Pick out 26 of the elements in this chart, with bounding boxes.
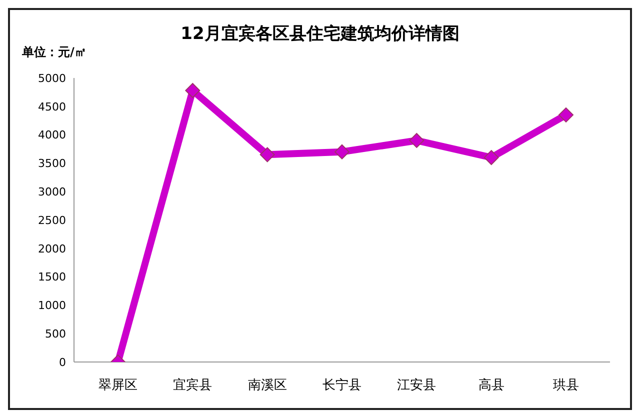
y-tick-label: 4000 — [38, 128, 66, 142]
x-tick-label: 珙县 — [553, 378, 579, 394]
x-tick-label: 长宁县 — [322, 377, 362, 394]
x-tick-label: 南溪区 — [248, 378, 287, 394]
x-tick-label: 宜宾县 — [173, 377, 212, 394]
y-tick-label: 2500 — [38, 214, 66, 227]
y-tick-label: 0 — [59, 356, 66, 369]
x-tick-label: 江安县 — [397, 377, 436, 394]
x-tick-label: 翠屏区 — [98, 378, 138, 394]
point — [558, 107, 574, 122]
point — [484, 150, 499, 166]
y-tick-label: 1000 — [38, 299, 66, 312]
y-axis-title: 单位：元/㎡ — [22, 44, 86, 61]
y-tick-label: 2000 — [38, 242, 66, 256]
chart-title: 12月宜宾各区县住宅建筑均价详情图 — [180, 23, 460, 45]
y-tick-label: 3500 — [38, 157, 66, 170]
x-tick-label: 高县 — [478, 377, 504, 394]
y-tick-label: 500 — [45, 328, 66, 341]
point — [185, 82, 200, 98]
y-tick-label: 1500 — [38, 270, 66, 284]
y-tick-label: 4500 — [38, 100, 66, 114]
point — [409, 132, 424, 148]
point — [260, 147, 275, 162]
y-tick-label: 5000 — [38, 72, 66, 85]
y-tick-label: 3000 — [38, 186, 66, 199]
point — [334, 144, 350, 160]
